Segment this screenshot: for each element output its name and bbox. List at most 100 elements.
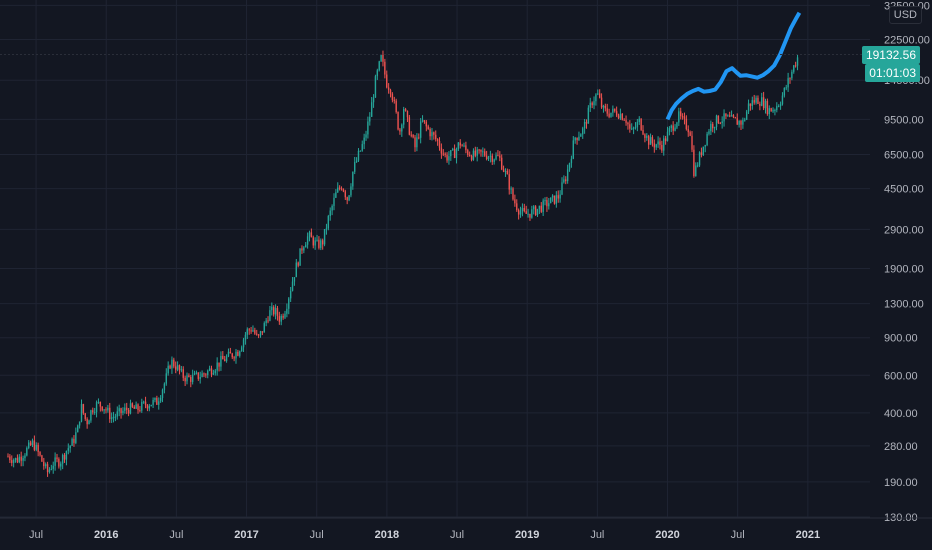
price-candle xyxy=(382,54,384,62)
price-candle xyxy=(359,150,362,152)
price-candle xyxy=(378,61,380,71)
price-candle xyxy=(314,240,316,246)
price-candle xyxy=(146,404,149,409)
price-candle xyxy=(442,153,444,155)
price-candle xyxy=(704,144,706,147)
price-candle xyxy=(715,115,718,127)
price-candle xyxy=(175,366,177,370)
price-candle xyxy=(561,182,563,195)
price-candle xyxy=(525,211,527,214)
price-candle xyxy=(672,125,674,131)
price-candle xyxy=(542,200,544,212)
price-candle xyxy=(734,117,737,119)
price-candle xyxy=(340,188,343,190)
price-candle xyxy=(651,137,654,144)
price-candle xyxy=(440,147,443,154)
price-candle xyxy=(244,334,247,340)
price-candle xyxy=(740,120,742,125)
currency-label[interactable]: USD xyxy=(888,6,922,24)
price-candle xyxy=(191,374,194,382)
price-candle xyxy=(267,320,269,322)
price-candle xyxy=(208,368,211,371)
price-candle xyxy=(693,149,695,176)
price-candle xyxy=(474,150,477,156)
price-candle xyxy=(700,152,703,155)
price-candle xyxy=(256,333,258,335)
price-candle xyxy=(502,169,505,172)
y-tick-label: 190.00 xyxy=(884,477,918,489)
price-candle xyxy=(131,403,134,407)
price-candle xyxy=(229,351,232,354)
price-candle xyxy=(12,459,15,463)
price-candle xyxy=(497,155,499,157)
x-axis[interactable]: Jul 2016 Jul 2017 Jul 2018 Jul 2019 Jul 2020 Jul 20… xyxy=(29,529,820,541)
price-candle xyxy=(93,412,96,414)
price-candle xyxy=(793,65,795,72)
price-candle xyxy=(33,440,36,450)
price-candle xyxy=(536,208,539,216)
price-candle xyxy=(472,150,475,160)
price-candle xyxy=(52,465,54,469)
price-candle xyxy=(429,128,431,137)
price-candle xyxy=(421,120,424,122)
price-candle xyxy=(663,138,665,151)
price-candle xyxy=(167,365,169,374)
price-candle xyxy=(133,406,135,409)
price-candle xyxy=(723,113,725,122)
price-candle xyxy=(759,103,761,106)
price-candle xyxy=(159,397,162,402)
price-candle xyxy=(625,120,627,123)
price-candle xyxy=(120,408,122,414)
price-candle xyxy=(450,150,452,157)
price-candle xyxy=(399,129,401,132)
price-candle xyxy=(468,154,471,156)
price-candle xyxy=(730,115,733,117)
price-candle xyxy=(489,155,492,157)
price-candle xyxy=(346,197,348,201)
price-candle xyxy=(303,247,305,251)
price-candle xyxy=(597,93,599,95)
price-candle xyxy=(197,372,200,379)
price-candle xyxy=(361,144,363,151)
price-candle xyxy=(231,353,233,358)
price-candle xyxy=(171,359,173,369)
price-candle xyxy=(184,377,186,382)
price-candle xyxy=(638,118,640,123)
price-candle xyxy=(48,469,51,473)
price-candle xyxy=(572,140,574,159)
price-candle xyxy=(783,87,786,96)
price-candles xyxy=(7,50,799,477)
price-candle xyxy=(642,129,644,135)
price-candle xyxy=(199,377,201,379)
price-candle xyxy=(103,409,105,411)
price-candle xyxy=(453,148,456,158)
price-candle xyxy=(410,134,412,136)
y-tick-label: 280.00 xyxy=(884,441,918,453)
price-candle xyxy=(587,107,590,124)
price-candle xyxy=(557,195,559,199)
price-candle xyxy=(689,132,691,136)
price-candle xyxy=(685,118,688,130)
price-candle xyxy=(600,97,603,108)
price-candle xyxy=(233,357,235,359)
price-candle xyxy=(480,149,482,152)
price-candle xyxy=(355,160,358,163)
price-candle xyxy=(80,404,83,422)
overlay-series xyxy=(665,11,802,121)
price-candle xyxy=(320,240,322,248)
price-candle xyxy=(465,145,467,151)
price-candle xyxy=(459,142,461,146)
price-candle xyxy=(60,463,62,467)
price-candle xyxy=(207,370,209,375)
price-candle xyxy=(404,109,407,111)
price-candle xyxy=(647,135,650,145)
price-candle xyxy=(35,444,37,450)
price-candle xyxy=(755,97,757,103)
price-candle xyxy=(619,113,622,119)
price-candle xyxy=(585,122,588,124)
price-candle xyxy=(687,129,689,133)
price-candle xyxy=(721,121,723,124)
price-candle xyxy=(139,410,141,412)
price-candle xyxy=(768,108,770,115)
